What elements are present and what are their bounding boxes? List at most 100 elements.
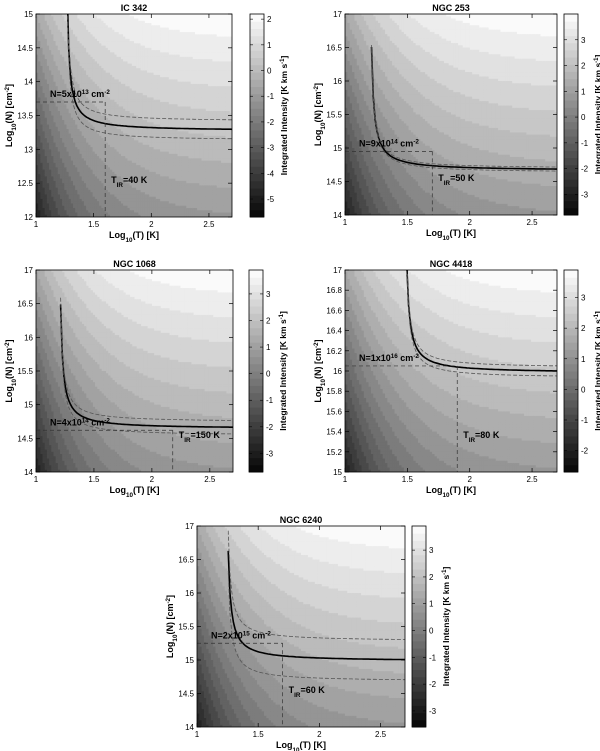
colorbar-band bbox=[564, 378, 578, 386]
colorbar-tick-label: 2 bbox=[267, 15, 272, 24]
colorbar-band bbox=[250, 166, 264, 174]
colorbar-band bbox=[250, 137, 264, 145]
contour-lower bbox=[406, 270, 557, 377]
colorbar-band bbox=[250, 115, 264, 124]
contour-upper bbox=[371, 44, 557, 168]
colorbar-band bbox=[564, 270, 578, 278]
y-tick-label: 16.6 bbox=[326, 306, 342, 315]
colorbar-band bbox=[249, 356, 263, 365]
contour-best-fit bbox=[370, 46, 557, 170]
colorbar-tick-label: 1 bbox=[429, 600, 434, 609]
x-tick-label: 2.5 bbox=[526, 218, 538, 227]
colorbar-band bbox=[249, 399, 263, 408]
colorbar-band bbox=[564, 207, 578, 216]
colorbar-band bbox=[250, 195, 264, 203]
y-tick-label: 16.2 bbox=[326, 347, 342, 356]
colorbar-band bbox=[250, 151, 264, 160]
colorbar-band bbox=[564, 428, 578, 437]
contour-upper bbox=[227, 530, 405, 640]
colorbar-band bbox=[564, 150, 578, 159]
colorbar-band bbox=[564, 443, 578, 451]
colorbar-band bbox=[412, 554, 426, 563]
y-tick-label: 15 bbox=[333, 144, 342, 153]
colorbar-band bbox=[250, 122, 264, 131]
colorbar-tick-label: 3 bbox=[581, 294, 586, 303]
y-tick-label: 16.5 bbox=[17, 300, 33, 309]
colorbar-band bbox=[249, 349, 263, 358]
x-tick-label: 2 bbox=[149, 220, 154, 229]
y-tick-label: 17 bbox=[24, 266, 33, 275]
y-tick-label: 13 bbox=[24, 145, 33, 154]
contour-upper bbox=[68, 39, 232, 121]
colorbar-band bbox=[564, 342, 578, 350]
colorbar-label: Integrated Intensity [K km s-1] bbox=[593, 55, 600, 175]
colorbar-band bbox=[249, 464, 263, 473]
best-fit-n-label: N=2x1015 cm-2 bbox=[211, 630, 271, 641]
colorbar-band bbox=[412, 533, 426, 541]
colorbar-band bbox=[564, 92, 578, 101]
colorbar-band bbox=[412, 698, 426, 706]
panel-title: NGC 253 bbox=[432, 3, 470, 13]
x-tick-label: 1.5 bbox=[88, 475, 100, 484]
colorbar-band bbox=[249, 450, 263, 459]
best-fit-n-label: N=9x1014 cm-2 bbox=[359, 138, 419, 149]
y-axis-label: Log10(N) [cm-2] bbox=[4, 84, 18, 147]
colorbar-band bbox=[412, 526, 426, 534]
colorbar-band bbox=[412, 583, 426, 592]
colorbar-band bbox=[249, 320, 263, 329]
colorbar-band bbox=[412, 604, 426, 613]
colorbar-band bbox=[564, 200, 578, 209]
colorbar-tick-label: 1 bbox=[581, 355, 586, 364]
colorbar-band bbox=[249, 342, 263, 350]
y-axis-label: Log10(N) [cm-2] bbox=[165, 595, 179, 658]
colorbar-tick-label: 0 bbox=[581, 385, 586, 394]
panel-title: IC 342 bbox=[121, 3, 148, 13]
colorbar-tick-label: 1 bbox=[581, 87, 586, 96]
contour-lower bbox=[371, 48, 557, 172]
panel-title: NGC 1068 bbox=[113, 259, 156, 269]
colorbar-band bbox=[412, 676, 426, 685]
contour-lower bbox=[227, 570, 405, 681]
x-axis-label: Log10(T) [K] bbox=[426, 485, 476, 499]
colorbar-band bbox=[564, 457, 578, 466]
colorbar-tick-label: 0 bbox=[266, 370, 271, 379]
colorbar-band bbox=[250, 130, 264, 138]
colorbar-band bbox=[249, 407, 263, 415]
colorbar-tick-label: -2 bbox=[581, 165, 589, 174]
colorbar-band bbox=[564, 164, 578, 173]
y-tick-label: 16 bbox=[333, 367, 342, 376]
colorbar-tick-label: 1 bbox=[267, 41, 272, 50]
colorbar-band bbox=[564, 35, 578, 44]
x-tick-label: 1 bbox=[343, 218, 348, 227]
colorbar-band bbox=[412, 669, 426, 678]
colorbar-band bbox=[564, 121, 578, 130]
colorbar-band bbox=[249, 284, 263, 293]
colorbar-band bbox=[564, 450, 578, 459]
colorbar-band bbox=[249, 443, 263, 451]
colorbar-frame bbox=[563, 13, 579, 216]
x-tick-label: 2 bbox=[467, 218, 472, 227]
colorbar-band bbox=[249, 298, 263, 307]
y-tick-label: 15.8 bbox=[326, 387, 342, 396]
colorbar-band bbox=[249, 313, 263, 321]
colorbar-band bbox=[249, 435, 263, 444]
colorbar-band bbox=[412, 597, 426, 606]
intensity-map bbox=[36, 270, 233, 472]
colorbar-frame bbox=[411, 525, 427, 728]
colorbar-band bbox=[412, 576, 426, 584]
contour-upper bbox=[406, 270, 557, 367]
y-axis-label: Log10(N) [cm-2] bbox=[313, 339, 327, 402]
colorbar-band bbox=[412, 561, 426, 570]
colorbar-tick-label: 2 bbox=[581, 62, 586, 71]
colorbar-tick-label: 3 bbox=[266, 290, 271, 299]
colorbar-band bbox=[412, 633, 426, 642]
colorbar-band bbox=[250, 86, 264, 95]
colorbar-band bbox=[412, 612, 426, 620]
colorbar-band bbox=[564, 356, 578, 365]
colorbar-band bbox=[564, 171, 578, 180]
colorbar-tick-label: -2 bbox=[581, 447, 589, 456]
colorbar-tick-label: 3 bbox=[429, 546, 434, 555]
